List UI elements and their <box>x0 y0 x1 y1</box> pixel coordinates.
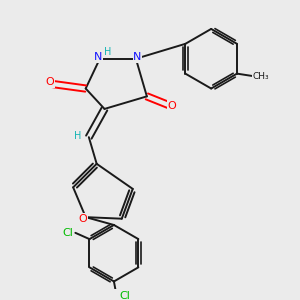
Text: H: H <box>74 130 81 141</box>
Text: Cl: Cl <box>119 291 130 300</box>
Text: N: N <box>133 52 142 62</box>
Text: O: O <box>168 101 176 111</box>
Text: CH₃: CH₃ <box>253 72 269 81</box>
Text: N: N <box>94 52 102 62</box>
Text: Cl: Cl <box>62 228 73 238</box>
Text: H: H <box>104 47 111 57</box>
Text: O: O <box>45 77 54 87</box>
Text: O: O <box>78 214 87 224</box>
